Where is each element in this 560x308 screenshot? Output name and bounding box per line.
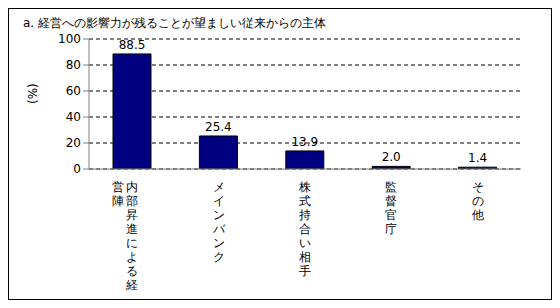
svg-text:る: る [126,264,138,278]
svg-text:0: 0 [73,162,81,176]
svg-text:相: 相 [299,250,311,264]
svg-text:40: 40 [66,110,81,124]
svg-text:メ: メ [213,180,225,194]
svg-text:よ: よ [126,250,138,264]
svg-text:督: 督 [385,194,397,208]
svg-text:手: 手 [299,264,311,278]
svg-text:に: に [126,236,138,250]
svg-text:経: 経 [125,278,138,292]
svg-text:い: い [299,236,311,250]
svg-text:部: 部 [126,194,138,208]
svg-text:20: 20 [66,136,81,150]
svg-text:の: の [472,194,484,208]
svg-text:昇: 昇 [126,208,138,222]
svg-text:式: 式 [299,194,311,208]
svg-text:100: 100 [58,32,81,46]
svg-text:官: 官 [385,208,397,222]
svg-text:1.4: 1.4 [468,151,487,165]
svg-text:株: 株 [298,180,311,194]
svg-text:そ: そ [472,180,484,194]
svg-text:88.5: 88.5 [119,38,146,52]
svg-text:ク: ク [213,250,225,264]
svg-text:イ: イ [213,194,225,208]
svg-text:進: 進 [126,222,138,236]
svg-text:内: 内 [126,180,138,194]
svg-text:25.4: 25.4 [205,120,232,134]
svg-text:80: 80 [66,58,81,72]
svg-text:バ: バ [212,222,226,236]
svg-text:他: 他 [472,208,484,222]
svg-text:(%): (%) [26,83,40,104]
svg-text:60: 60 [66,84,81,98]
svg-text:陣: 陣 [112,194,124,208]
svg-text:ン: ン [213,208,225,222]
svg-text:持: 持 [299,208,311,222]
svg-text:13.9: 13.9 [291,135,318,149]
html-text:a. 経営への影響力が残ることが望ましい従来からの主体: a. 経営への影響力が残ることが望ましい従来からの主体 [23,16,326,30]
svg-text:監: 監 [385,180,397,194]
svg-text:ン: ン [213,236,225,250]
svg-text:庁: 庁 [385,222,397,236]
svg-text:2.0: 2.0 [382,150,401,164]
svg-text:営: 営 [112,180,124,194]
svg-text:合: 合 [299,222,311,236]
